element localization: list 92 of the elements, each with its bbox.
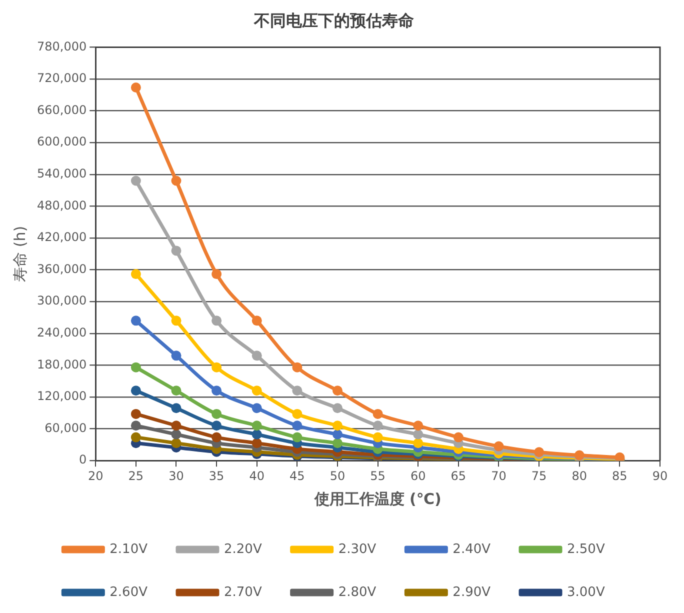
y-tick-label: 360,000 [37, 262, 87, 276]
x-tick-label: 20 [88, 468, 104, 483]
point [212, 316, 222, 326]
point [130, 420, 141, 431]
y-tick-label: 780,000 [37, 39, 87, 54]
legend-label: 2.60V [110, 584, 148, 600]
point [252, 316, 262, 326]
point [212, 269, 222, 280]
point [332, 386, 342, 396]
x-tick-label: 75 [531, 468, 547, 483]
point [332, 438, 342, 448]
point [252, 386, 262, 396]
x-tick-label: 65 [450, 468, 466, 483]
y-tick-label: 0 [78, 452, 87, 467]
x-tick-label: 30 [168, 468, 184, 483]
point [130, 408, 141, 419]
point [130, 362, 141, 372]
point [130, 82, 141, 92]
y-tick-label: 60,000 [44, 420, 87, 435]
legend-label: 3.00V [567, 584, 605, 600]
point [171, 438, 182, 448]
point [212, 432, 222, 442]
x-tick-label: 25 [128, 468, 144, 483]
legend-label: 2.80V [338, 584, 376, 600]
y-tick-label: 300,000 [37, 294, 87, 308]
point [292, 362, 302, 372]
point [130, 176, 141, 186]
point [252, 350, 262, 361]
point [171, 403, 182, 414]
point [130, 269, 141, 280]
point [252, 429, 262, 440]
point [212, 420, 222, 431]
point [171, 429, 182, 440]
x-tick-label: 80 [572, 468, 588, 483]
point [171, 350, 182, 361]
point [453, 432, 464, 442]
legend-label: 2.40V [452, 542, 491, 557]
y-tick-label: 660,000 [37, 102, 87, 117]
point [413, 438, 424, 448]
x-tick-label: 35 [208, 468, 224, 483]
point [252, 438, 262, 448]
x-tick-label: 45 [290, 468, 305, 483]
legend-label: 2.50V [567, 542, 605, 557]
point [252, 403, 262, 414]
point [212, 362, 222, 372]
x-axis-title: 使用工作温度 (℃) [313, 490, 442, 508]
y-tick-label: 120,000 [37, 389, 87, 404]
y-tick-label: 720,000 [37, 71, 87, 86]
legend-label: 2.90V [452, 584, 491, 600]
point [171, 316, 182, 326]
point [494, 441, 504, 452]
point [252, 420, 262, 431]
point [413, 429, 424, 440]
point [332, 403, 342, 414]
point [171, 386, 182, 396]
y-tick-label: 420,000 [37, 230, 87, 244]
point [413, 420, 424, 431]
point [332, 429, 342, 440]
point [171, 176, 182, 186]
point [171, 246, 182, 256]
y-tick-label: 240,000 [37, 326, 87, 340]
point [130, 316, 141, 326]
point [292, 432, 302, 442]
point [212, 386, 222, 396]
point [372, 408, 383, 419]
chart-title: 不同电压下的预估寿命 [253, 10, 414, 30]
x-tick-label: 40 [249, 468, 265, 483]
y-tick-label: 180,000 [37, 357, 87, 372]
legend-label: 2.30V [338, 542, 376, 557]
y-tick-label: 480,000 [37, 198, 87, 212]
point [372, 420, 383, 431]
x-tick-label: 85 [612, 468, 628, 483]
y-axis-title: 寿命 (h) [10, 226, 29, 282]
point [130, 386, 141, 396]
legend-label: 2.10V [110, 542, 148, 557]
x-tick-label: 70 [491, 468, 506, 483]
x-tick-label: 90 [652, 468, 668, 483]
y-tick-label: 600,000 [37, 134, 87, 149]
point [292, 420, 302, 431]
point [171, 420, 182, 431]
x-tick-label: 55 [370, 468, 386, 483]
legend-label: 2.20V [224, 542, 262, 557]
point [212, 408, 222, 419]
x-tick-label: 50 [330, 468, 346, 483]
point [292, 386, 302, 396]
point [332, 420, 342, 431]
y-tick-label: 540,000 [37, 166, 87, 181]
legend-label: 2.70V [224, 584, 262, 600]
point [130, 432, 141, 442]
point [292, 408, 302, 419]
point [372, 432, 383, 442]
x-tick-label: 60 [410, 468, 426, 483]
